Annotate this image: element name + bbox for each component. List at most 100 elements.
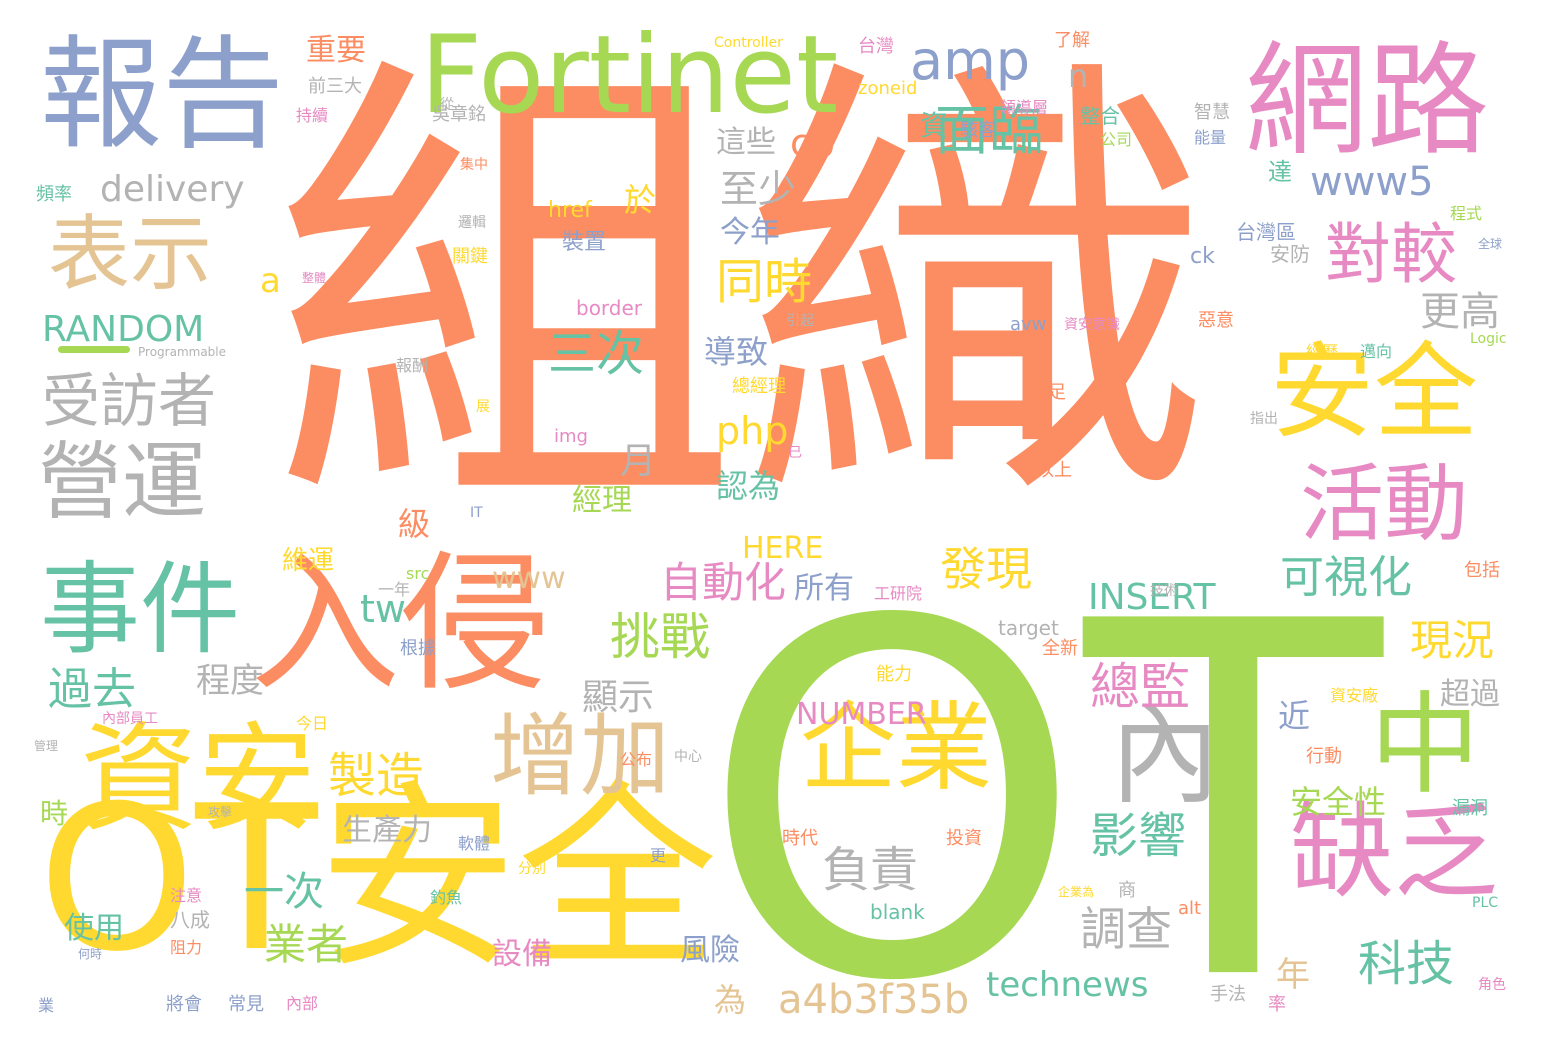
cloud-word: 入侵	[250, 538, 551, 712]
cloud-word: Fortinet	[420, 13, 839, 138]
cloud-word: 總經理	[732, 376, 786, 397]
cloud-word: tw	[360, 587, 406, 631]
cloud-word: 今日	[296, 714, 329, 733]
cloud-word: 挑戰	[610, 608, 710, 666]
cloud-word: 領導層	[1000, 98, 1049, 117]
cloud-word: 常見	[228, 994, 264, 1015]
cloud-word: 對較	[1325, 216, 1457, 293]
cloud-word: 程式	[1450, 204, 1483, 223]
cloud-word: 報告	[40, 24, 284, 166]
cloud-word: 何時	[78, 947, 103, 961]
cloud-word: 製造	[328, 748, 425, 804]
cloud-word: 安防	[1270, 242, 1310, 266]
cloud-word: 智慧	[1194, 102, 1230, 123]
cloud-word: 風險	[680, 933, 740, 968]
cloud-word: NUMBER	[796, 697, 927, 732]
cloud-word: 持續	[296, 106, 329, 125]
cloud-word: 商	[1118, 880, 1136, 901]
cloud-word: ck	[1190, 244, 1215, 269]
cloud-word: 負責	[822, 842, 919, 898]
cloud-word: technews	[986, 965, 1149, 1005]
cloud-word: amp	[910, 29, 1030, 92]
cloud-word: 業者	[264, 920, 349, 969]
cloud-word: 報酬	[396, 356, 429, 375]
cloud-word: 集中	[460, 157, 488, 173]
cloud-word: 企業	[800, 692, 992, 804]
cloud-word: 增加	[490, 704, 670, 809]
cloud-word: zoneid	[858, 78, 918, 99]
cloud-word: 能力	[876, 664, 912, 685]
cloud-word: 將會	[166, 994, 202, 1015]
cloud-word: 從	[440, 97, 454, 113]
cloud-word: 影響	[1090, 808, 1187, 864]
cloud-word: www	[492, 561, 566, 596]
cloud-word: 過去	[48, 664, 136, 715]
cloud-word: alt	[1178, 898, 1202, 919]
cloud-word: Programmable	[138, 345, 227, 359]
cloud-word: 了解	[1054, 30, 1090, 51]
cloud-word: 以上	[1036, 460, 1072, 481]
cloud-word: blank	[870, 900, 925, 924]
cloud-word: 攻擊	[208, 805, 233, 819]
cloud-word: 級	[398, 505, 431, 543]
cloud-word: HERE	[742, 531, 824, 566]
cloud-word: 漏洞	[1452, 798, 1488, 819]
cloud-word: 時	[40, 797, 69, 830]
cloud-word: 所有	[794, 571, 854, 606]
cloud-word: 引起	[786, 313, 814, 329]
cloud-word: 投資	[946, 828, 982, 849]
cloud-word: 發現	[940, 542, 1032, 596]
cloud-word: target	[998, 616, 1059, 640]
cloud-word: 安全性	[1290, 783, 1387, 821]
cloud-word: 業	[38, 996, 55, 1015]
cloud-word: a	[260, 261, 281, 301]
cloud-word: 經歷	[1306, 342, 1339, 361]
cloud-word: 吳章銘	[432, 104, 486, 125]
cloud-word: 台灣	[858, 36, 894, 57]
cloud-word: 這些	[716, 125, 776, 160]
cloud-word: 超過	[1440, 677, 1500, 712]
cloud-word: 資	[920, 109, 949, 142]
cloud-word: a4b3f35b	[778, 977, 970, 1023]
cloud-word: 行動	[1306, 746, 1342, 767]
cloud-word: 現況	[1410, 616, 1495, 665]
cloud-word: 今年	[720, 215, 780, 250]
cloud-word: src	[406, 564, 430, 583]
cloud-word: 中心	[674, 749, 702, 765]
cloud-word: 企業為	[1058, 885, 1095, 899]
cloud-word: 內	[1110, 691, 1220, 819]
cloud-word: 於	[624, 181, 657, 219]
cloud-word: delivery	[100, 169, 245, 210]
cloud-word: 全新	[1042, 638, 1078, 659]
cloud-word: 年	[1276, 955, 1310, 995]
cloud-word: 資安	[80, 710, 317, 848]
cloud-word: 更高	[1420, 289, 1500, 335]
cloud-word: 根據	[400, 638, 436, 659]
cloud-word: OT安全	[38, 763, 718, 996]
cloud-word: www5	[1310, 159, 1434, 205]
cloud-word: 可視化	[1280, 552, 1412, 603]
cloud-word: 一年	[378, 580, 411, 599]
cloud-word: 中	[1370, 681, 1480, 809]
cloud-word: 經理	[572, 483, 632, 518]
cloud-word: 一次	[244, 869, 324, 915]
cloud-word: 角色	[1478, 977, 1506, 993]
cloud-word: 活動	[1300, 455, 1469, 553]
cloud-word: 軟體	[458, 834, 491, 853]
cloud-word: cb	[790, 121, 836, 165]
cloud-word: 關鍵	[452, 246, 488, 267]
cloud-word: 釣魚	[430, 888, 463, 907]
cloud-word: 已	[788, 445, 802, 461]
cloud-word: 程度	[196, 661, 264, 701]
cloud-word: 駭客	[960, 120, 996, 141]
underline-mark	[58, 346, 130, 353]
cloud-word: php	[716, 409, 789, 453]
cloud-word: 總監	[1090, 658, 1190, 716]
cloud-word: 生產力	[342, 813, 432, 848]
cloud-word: 邏輯	[458, 215, 486, 231]
cloud-word: 月	[620, 441, 657, 482]
cloud-word: 技術	[1150, 583, 1178, 599]
cloud-word: 重要	[306, 33, 366, 68]
cloud-word: 內部員工	[102, 711, 158, 727]
